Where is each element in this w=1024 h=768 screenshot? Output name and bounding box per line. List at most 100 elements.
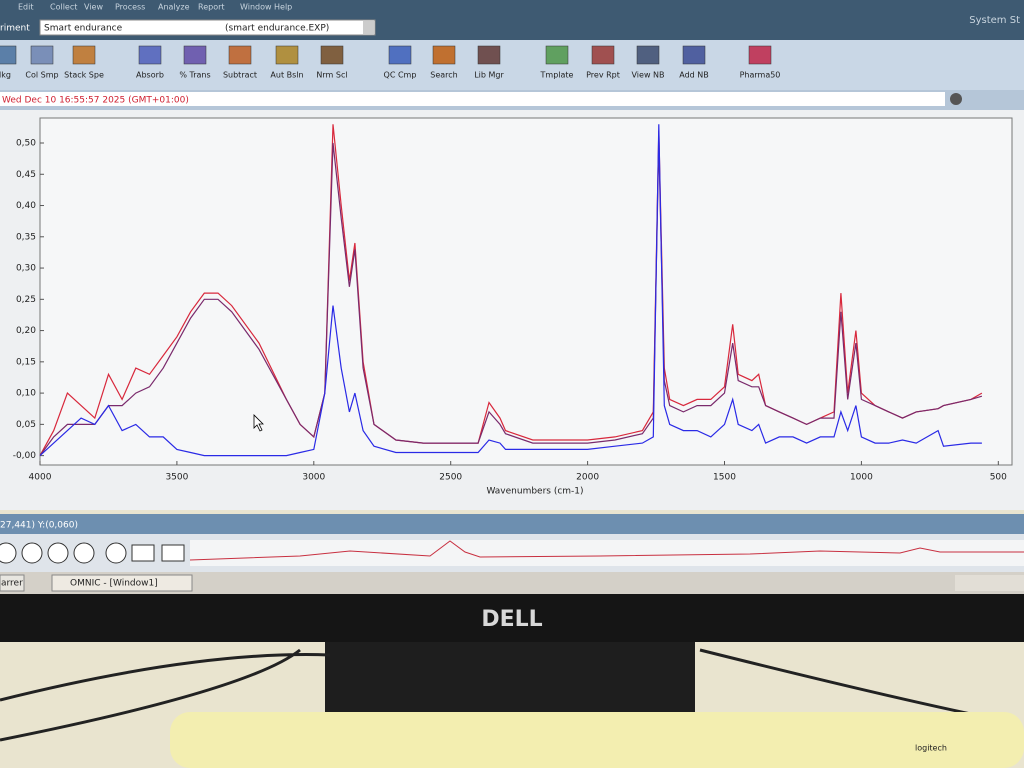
toolbar-button[interactable]: Stack Spe [64, 45, 104, 80]
menu-item[interactable]: View [84, 3, 103, 12]
toolbar-label: Add NB [679, 71, 709, 80]
experiment-file: (smart endurance.EXP) [225, 24, 329, 34]
y-tick-label: 0,35 [16, 232, 36, 242]
start-button[interactable] [0, 574, 25, 592]
toolbar-label: Col Smp [25, 71, 58, 80]
tool-icon[interactable] [105, 542, 127, 564]
toolbar-button[interactable]: Search [430, 45, 458, 80]
toolbar-icon [30, 45, 54, 65]
tool-icon[interactable] [131, 544, 155, 562]
timestamp: Wed Dec 10 16:55:57 2025 (GMT+01:00) [2, 96, 189, 106]
spectrum-line [39, 124, 983, 456]
experiment-name: Smart endurance [44, 24, 123, 34]
experiment-combo[interactable] [39, 19, 376, 36]
bezel [0, 592, 1024, 642]
toolbar-label: Subtract [223, 71, 257, 80]
toolbar-icon [477, 45, 501, 65]
toolbar-label: Stack Spe [64, 71, 104, 80]
y-tick-label: 0,05 [16, 420, 36, 430]
toolbar-button[interactable]: Tmplate [540, 45, 574, 80]
toolbar-icon [432, 45, 456, 65]
menu-item[interactable]: Edit [18, 3, 34, 12]
toolbar-button[interactable]: QC Cmp [384, 45, 417, 80]
toolbar-icon [275, 45, 299, 65]
toolbar-label: lkg [0, 71, 11, 80]
toolbar-icon [748, 45, 772, 65]
toolbar-button[interactable]: Absorb [136, 45, 164, 80]
y-tick-label: 0,45 [16, 170, 36, 180]
y-tick-label: 0,10 [16, 389, 36, 399]
tool-icon[interactable] [0, 542, 17, 564]
toolbar-icon [388, 45, 412, 65]
toolbar-icon [228, 45, 252, 65]
toolbar-icon [0, 45, 17, 65]
toolbar-button[interactable]: Add NB [679, 45, 709, 80]
system-status: System St [969, 15, 1020, 26]
toolbar-icon [682, 45, 706, 65]
spectrum-line [39, 142, 983, 456]
mouse-cursor [253, 414, 264, 432]
toolbar-icon [636, 45, 660, 65]
x-axis-label: Wavenumbers (cm-1) [486, 487, 583, 497]
toolbar-label: Aut Bsln [270, 71, 303, 80]
dropdown-button[interactable] [950, 93, 962, 105]
status-bar [0, 514, 1024, 534]
overview-trace [189, 540, 1024, 561]
toolbar-button[interactable]: Pharma50 [740, 45, 781, 80]
tool-icon[interactable] [161, 544, 185, 562]
toolbar-button[interactable]: Aut Bsln [270, 45, 304, 80]
toolbar-button[interactable]: % Trans [179, 45, 211, 80]
tray [955, 575, 1024, 591]
menu-item[interactable]: Process [115, 3, 145, 12]
x-tick-label: 3000 [302, 473, 325, 483]
menu-item[interactable]: Collect [50, 3, 77, 12]
menu-item[interactable]: Analyze [158, 3, 190, 12]
task-window-label: OMNIC - [Window1] [70, 579, 158, 589]
toolbar-button[interactable]: Subtract [223, 45, 257, 80]
start-label: arrer [1, 579, 23, 589]
menu-item[interactable]: Help [274, 3, 292, 12]
y-tick-label: 0,40 [16, 201, 36, 211]
toolbar-label: Pharma50 [740, 71, 781, 80]
toolbar-button[interactable]: Prev Rpt [586, 45, 620, 80]
monitor-brand: DELL [481, 607, 542, 632]
tool-icon[interactable] [21, 542, 43, 564]
toolbar-button[interactable]: Col Smp [25, 45, 59, 80]
toolbar-icon [320, 45, 344, 65]
menu-item[interactable]: Window [240, 3, 272, 12]
x-tick-label: 2500 [439, 473, 462, 483]
spectrum-line [39, 124, 982, 457]
toolbar-label: QC Cmp [384, 71, 417, 80]
x-tick-label: 500 [990, 473, 1007, 483]
task-window[interactable] [51, 574, 193, 592]
toolbar-label: % Trans [179, 71, 210, 80]
x-tick-label: 1000 [850, 473, 873, 483]
toolbar-button[interactable]: Lib Mgr [474, 45, 504, 80]
tool-icon[interactable] [47, 542, 69, 564]
y-tick-label: 0,30 [16, 264, 36, 274]
toolbar-label: Tmplate [540, 71, 574, 80]
combo-button[interactable] [363, 21, 374, 34]
toolbar-label: Search [430, 71, 457, 80]
toolbar-button[interactable]: lkg [0, 45, 17, 80]
status-coords: 27,441) Y:(0,060) [0, 521, 78, 531]
x-tick-label: 2000 [576, 473, 599, 483]
toolbar-button[interactable]: View NB [632, 45, 665, 80]
toolbar-icon [138, 45, 162, 65]
toolbar-icon [591, 45, 615, 65]
tool-icon[interactable] [73, 542, 95, 564]
y-tick-label: 0,15 [16, 357, 36, 367]
taskbar [0, 572, 1024, 594]
x-tick-label: 1500 [713, 473, 736, 483]
menu-item[interactable]: Report [198, 3, 225, 12]
x-tick-label: 3500 [165, 473, 188, 483]
monitor-stand [325, 640, 695, 725]
y-tick-label: 0,20 [16, 326, 36, 336]
tool-icons [0, 542, 185, 564]
toolbar-icon [183, 45, 207, 65]
toolbar-button[interactable]: Nrm Scl [316, 45, 348, 80]
y-tick-label: 0,50 [16, 139, 36, 149]
y-tick-label: 0,25 [16, 295, 36, 305]
